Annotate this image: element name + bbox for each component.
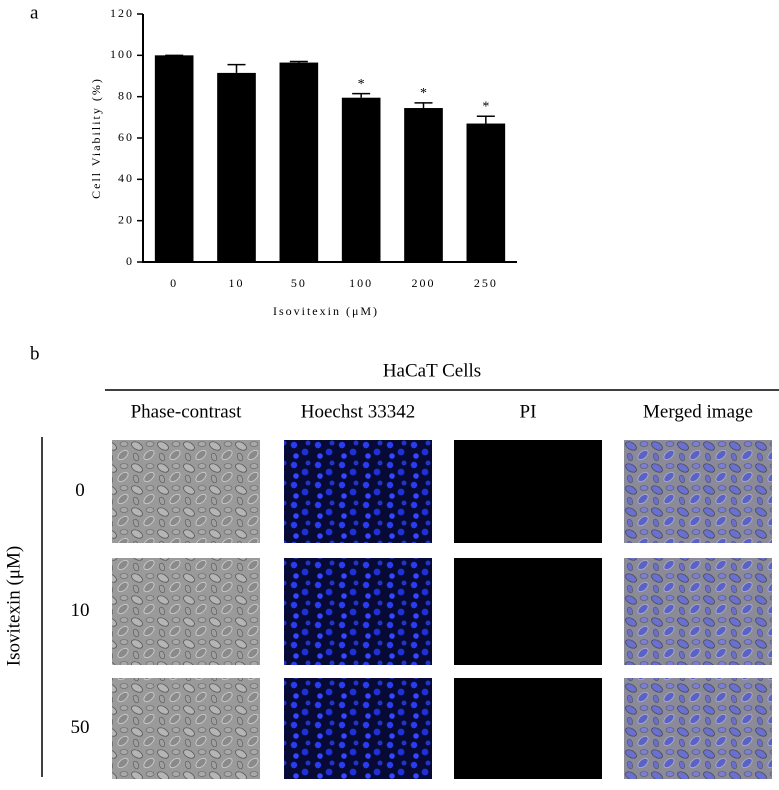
micrograph [454, 678, 602, 779]
x-tick-label: 10 [229, 276, 245, 290]
error-bar [476, 115, 495, 124]
y-tick-label: 20 [118, 212, 134, 226]
bar [341, 97, 381, 262]
micrograph [624, 440, 772, 543]
bar [466, 123, 506, 263]
y-tick-label: 100 [110, 47, 134, 61]
error-bar [414, 102, 433, 109]
bar [404, 108, 443, 263]
y-axis-label: Cell Viability (%) [89, 77, 103, 199]
micrograph [454, 440, 602, 543]
x-axis-label: Isovitexin (μM) [273, 304, 379, 318]
column-header: Phase-contrast [131, 401, 243, 422]
x-tick-label: 100 [349, 276, 373, 290]
significance-mark: * [358, 77, 365, 92]
y-tick-label: 40 [118, 171, 134, 185]
panel-label: b [30, 343, 40, 364]
error-bar [289, 60, 308, 63]
panel-label: a [30, 2, 39, 23]
micrograph [624, 558, 772, 665]
micrograph [454, 558, 602, 665]
row-axis-label: Isovitexin (μM) [3, 546, 24, 666]
x-tick-label: 50 [291, 276, 307, 290]
micrograph [284, 440, 432, 543]
micrograph [112, 558, 260, 665]
row-label: 0 [75, 480, 85, 501]
micrograph [284, 558, 432, 665]
micrograph [112, 678, 260, 779]
row-label: 10 [71, 600, 90, 621]
bar [279, 62, 319, 262]
panel-title: HaCaT Cells [383, 360, 481, 381]
column-header: PI [520, 401, 537, 422]
column-header: Hoechst 33342 [301, 401, 416, 422]
micrograph [284, 678, 432, 779]
error-bar [227, 63, 246, 73]
y-tick-label: 120 [110, 6, 134, 20]
micrograph [624, 678, 772, 779]
significance-mark: * [482, 100, 489, 115]
micrograph [112, 440, 260, 543]
error-bar [352, 92, 371, 98]
y-tick-label: 80 [118, 88, 134, 102]
x-tick-label: 0 [170, 276, 178, 290]
row-label: 50 [71, 717, 90, 738]
column-header: Merged image [643, 401, 753, 422]
bar [154, 55, 194, 263]
y-tick-label: 60 [118, 130, 134, 144]
y-tick-label: 0 [126, 254, 134, 268]
x-tick-label: 200 [412, 276, 436, 290]
x-tick-label: 250 [474, 276, 498, 290]
bar [217, 72, 256, 263]
significance-mark: * [420, 86, 427, 101]
